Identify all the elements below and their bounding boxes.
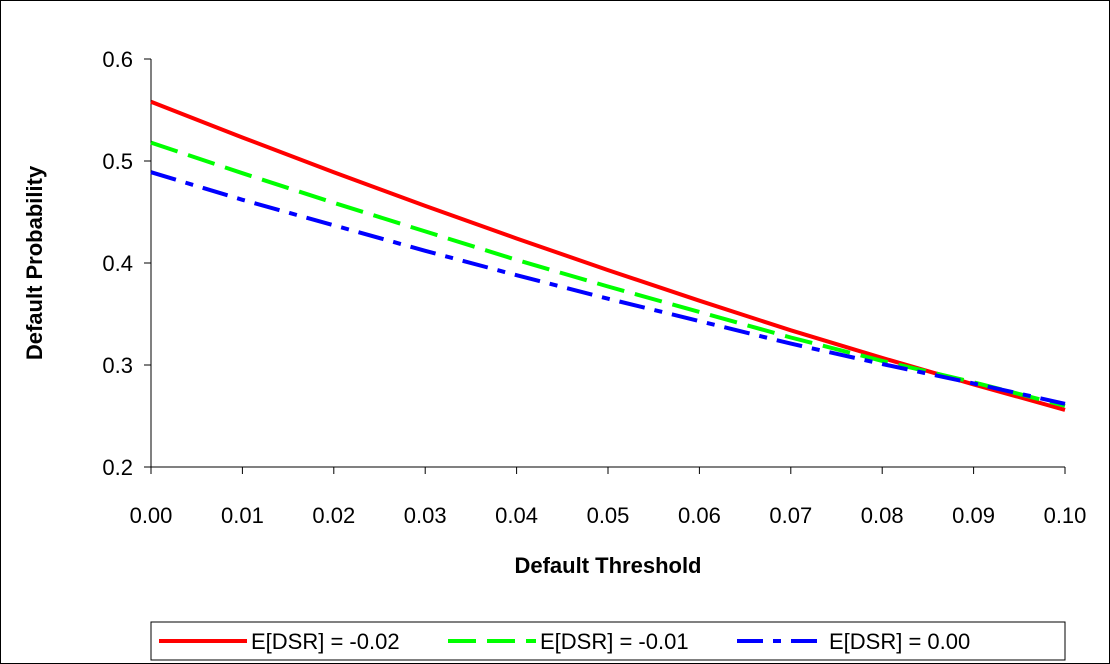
y-axis-title: Default Probability [22,165,47,360]
legend-label: E[DSR] = 0.00 [829,629,970,654]
y-tick-label: 0.5 [102,149,133,174]
series-line [150,99,1066,412]
y-tick-label: 0.2 [102,455,133,480]
x-tick-label: 0.05 [587,503,630,528]
axes [150,59,1065,468]
legend-label: E[DSR] = -0.01 [540,629,689,654]
x-axis-title: Default Threshold [514,553,701,578]
legend-box [150,621,1066,661]
x-tick-label: 0.04 [495,503,538,528]
x-tick-label: 0.01 [221,503,264,528]
x-tick-label: 0.10 [1044,503,1087,528]
y-tick-label: 0.4 [102,251,133,276]
series-layer [150,99,1066,412]
legend-label: E[DSR] = -0.02 [251,629,400,654]
x-tick-label: 0.06 [678,503,721,528]
series-line [150,140,1066,408]
y-tick-label: 0.6 [102,47,133,72]
x-tick-label: 0.07 [769,503,812,528]
series-line [150,170,1066,406]
legend: E[DSR] = -0.02 E[DSR] = -0.01 E[DSR] = 0.0… [150,621,1066,661]
x-tick-label: 0.00 [130,503,173,528]
x-tick-label: 0.03 [404,503,447,528]
x-tick-label: 0.08 [861,503,904,528]
x-tick-label: 0.02 [312,503,355,528]
x-tick-label: 0.09 [952,503,995,528]
ticks: 0.00 0.01 0.02 0.03 0.04 0.05 0.06 0.07 0.08 0.09… [102,47,1086,528]
y-tick-label: 0.3 [102,353,133,378]
